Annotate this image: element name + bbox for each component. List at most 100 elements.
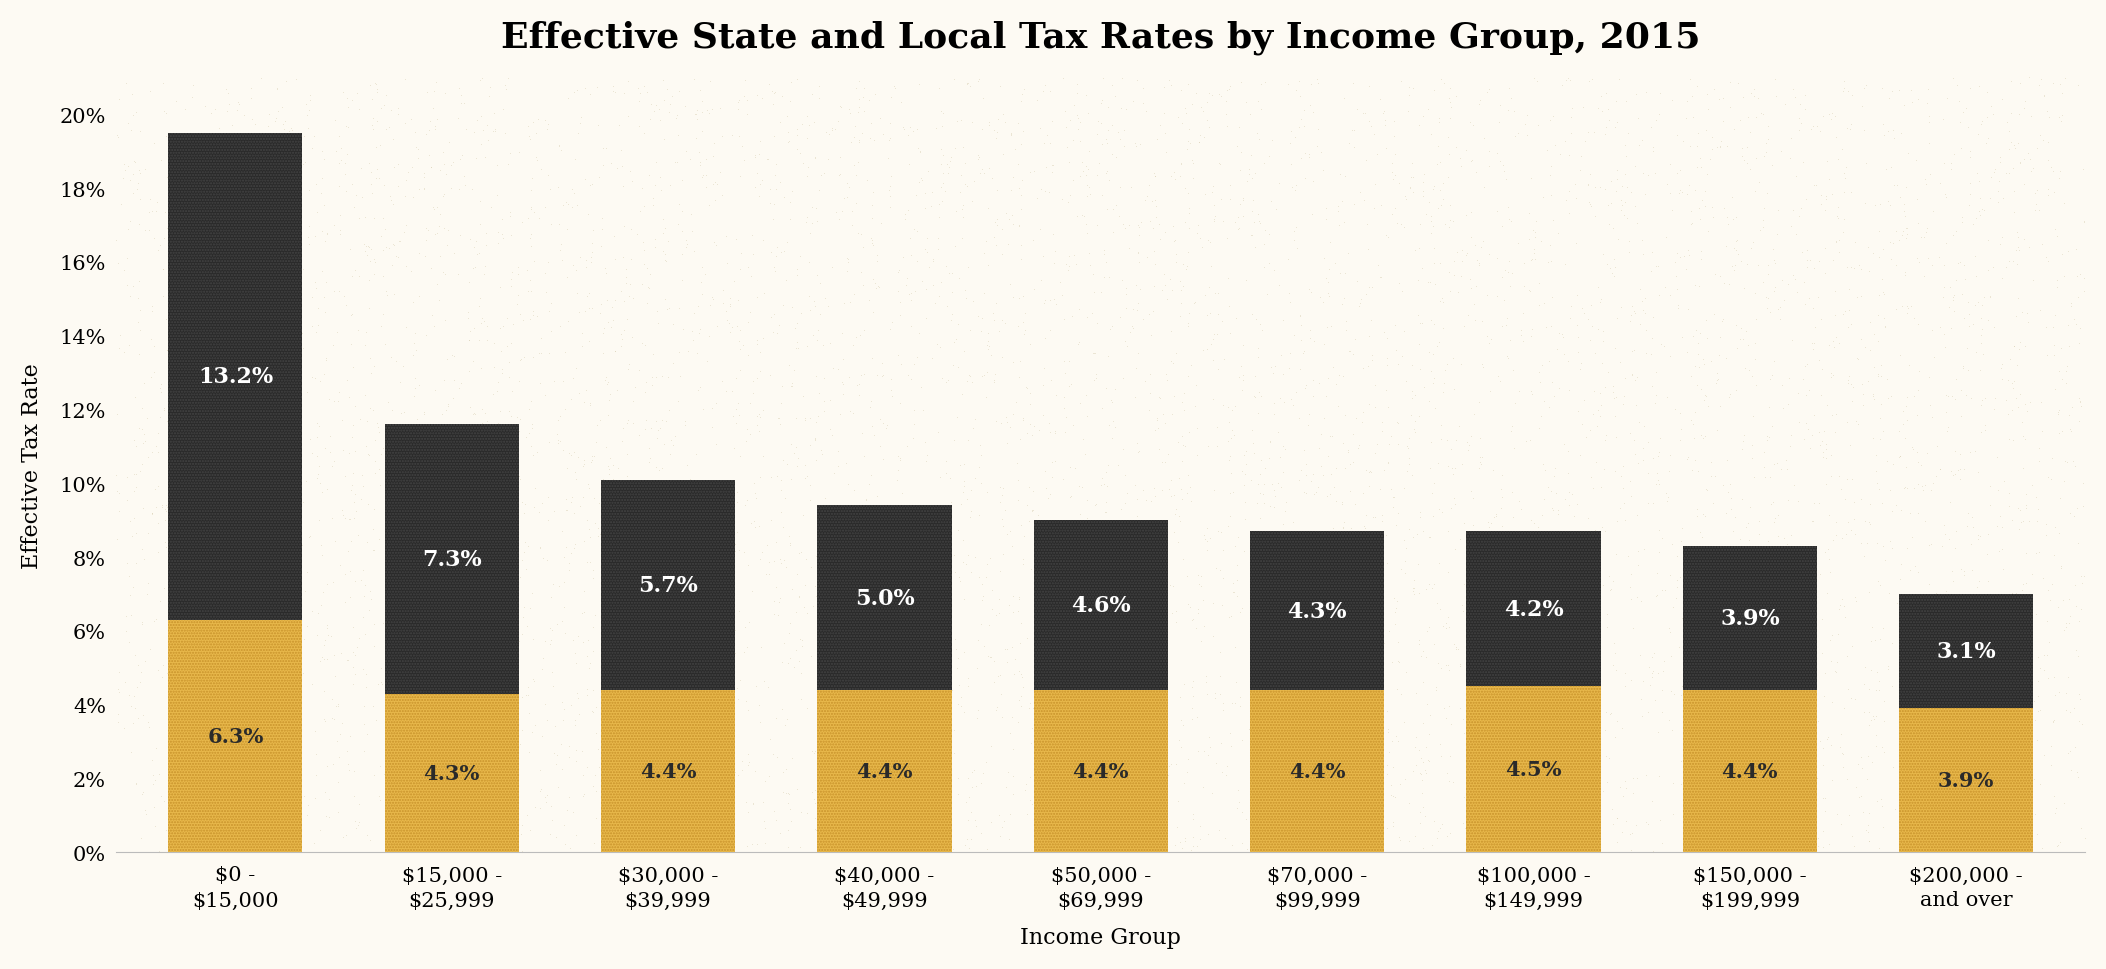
Point	[1624, 317, 1657, 332]
Point	[1432, 619, 1466, 635]
Point	[1129, 764, 1163, 779]
Point	[299, 325, 333, 340]
Point	[1274, 648, 1308, 664]
Point	[695, 609, 729, 624]
Point	[564, 250, 598, 266]
Point	[1085, 638, 1118, 653]
Point	[771, 126, 804, 141]
Point	[1466, 634, 1499, 649]
Point	[1363, 697, 1396, 712]
Point	[1693, 579, 1727, 595]
Point	[179, 337, 213, 353]
Point	[236, 338, 270, 354]
Point	[442, 152, 476, 168]
Point	[385, 436, 419, 452]
Point	[364, 229, 398, 244]
Point	[1512, 702, 1546, 717]
Point	[541, 426, 575, 442]
Point	[1790, 192, 1824, 207]
Point	[1714, 259, 1748, 274]
Point	[333, 512, 366, 527]
Point	[1462, 611, 1495, 627]
Point	[773, 538, 807, 553]
Point	[882, 263, 916, 278]
Point	[1497, 104, 1531, 119]
Point	[1716, 581, 1750, 597]
Point	[1354, 118, 1388, 134]
Point	[647, 212, 680, 228]
Point	[1080, 114, 1114, 130]
Point	[1645, 704, 1678, 720]
Point	[1832, 376, 1866, 391]
Point	[1550, 611, 1584, 627]
Point	[1120, 614, 1154, 630]
Point	[1038, 610, 1072, 625]
Point	[249, 169, 282, 184]
Point	[272, 453, 305, 468]
Point	[1508, 433, 1542, 449]
Point	[1108, 495, 1141, 511]
Point	[1388, 220, 1422, 235]
Point	[476, 360, 510, 376]
Point	[1278, 82, 1312, 98]
Point	[242, 407, 276, 422]
Point	[1238, 713, 1272, 729]
Point	[257, 640, 291, 655]
Point	[880, 733, 914, 748]
Point	[522, 505, 556, 520]
Point	[1196, 785, 1230, 800]
Point	[1702, 92, 1735, 108]
Point	[933, 495, 967, 511]
Point	[1133, 307, 1167, 323]
Point	[2009, 404, 2043, 420]
Point	[1247, 695, 1280, 710]
Point	[1971, 574, 2005, 589]
Point	[1038, 757, 1072, 772]
Point	[722, 543, 756, 558]
Point	[1344, 647, 1377, 663]
Point	[1356, 127, 1390, 142]
Point	[636, 476, 670, 491]
Point	[1093, 811, 1127, 827]
Point	[1655, 723, 1689, 738]
Point	[1803, 353, 1836, 368]
Point	[183, 828, 217, 844]
Point	[1078, 741, 1112, 757]
Point	[1752, 305, 1786, 321]
Point	[1388, 482, 1422, 497]
Point	[619, 750, 653, 766]
Point	[1956, 510, 1990, 525]
Point	[1931, 773, 1965, 789]
Point	[1845, 262, 1879, 277]
Point	[501, 796, 535, 811]
Point	[1910, 446, 1944, 461]
Point	[724, 323, 758, 338]
Point	[413, 738, 446, 754]
Point	[1685, 244, 1718, 260]
Point	[234, 669, 267, 684]
Point	[889, 646, 922, 662]
Point	[804, 637, 838, 652]
Point	[1285, 589, 1318, 605]
Point	[1647, 338, 1681, 354]
Point	[1405, 261, 1438, 276]
Point	[1729, 712, 1763, 728]
Point	[181, 477, 215, 492]
Point	[1594, 266, 1628, 281]
Point	[621, 650, 655, 666]
Point	[718, 631, 752, 646]
Point	[267, 396, 301, 412]
Point	[1413, 529, 1447, 545]
Point	[1959, 268, 1992, 284]
Point	[986, 547, 1019, 562]
Point	[792, 117, 826, 133]
Point	[1744, 669, 1777, 684]
Point	[1032, 729, 1066, 744]
Point	[1325, 834, 1358, 850]
Point	[249, 320, 282, 335]
Point	[1342, 575, 1375, 590]
Point	[508, 545, 541, 560]
Point	[211, 373, 244, 389]
Point	[1057, 549, 1091, 565]
Point	[918, 516, 952, 531]
